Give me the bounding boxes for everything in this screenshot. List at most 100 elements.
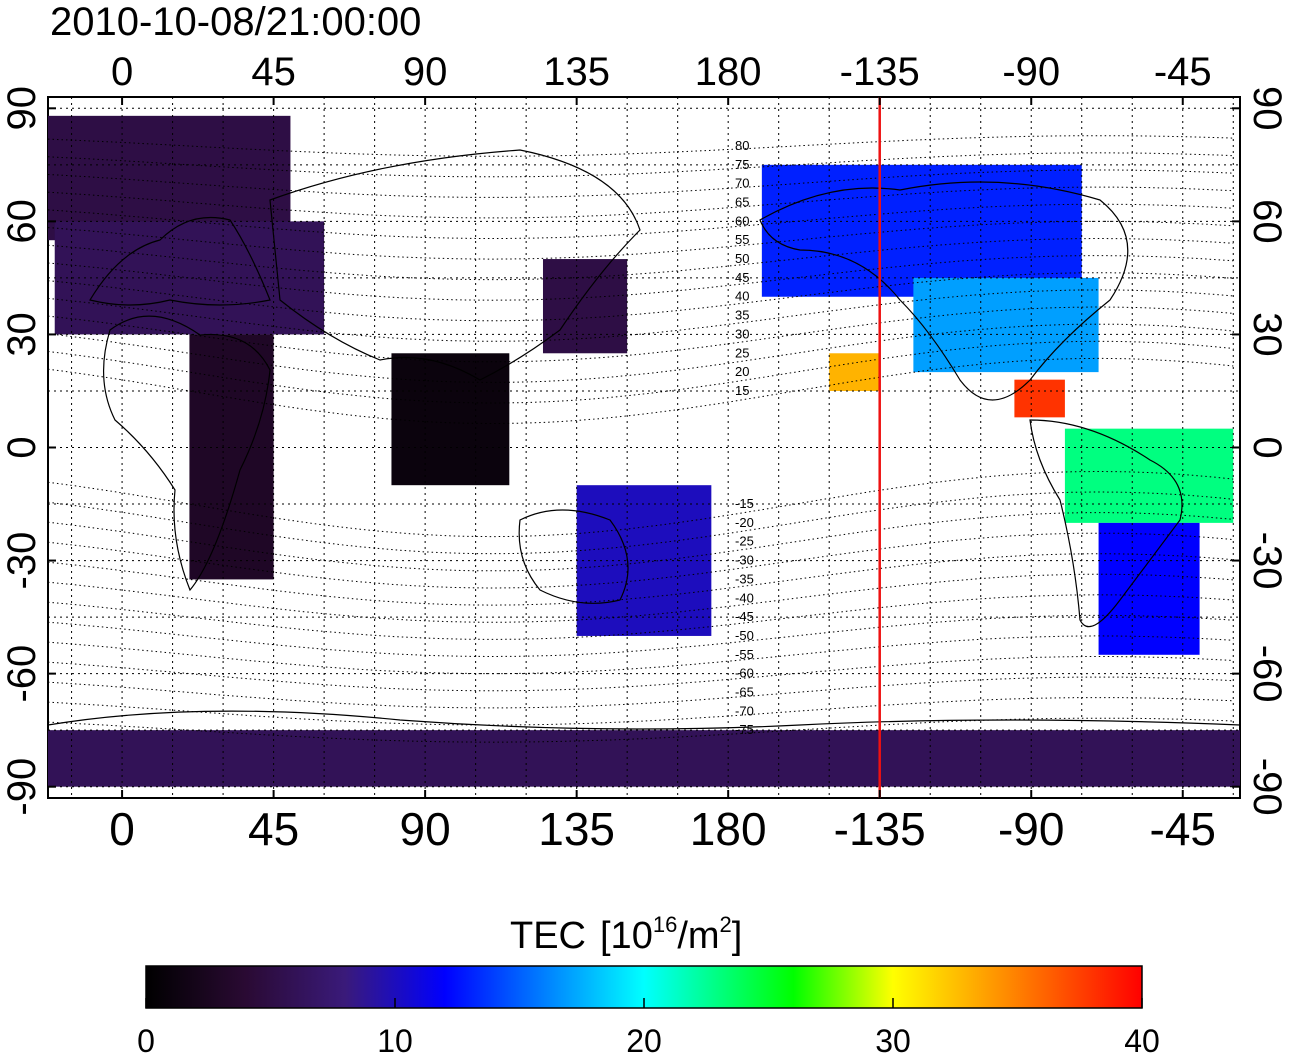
mlat-contour-label: -30 (735, 553, 754, 568)
mlat-contour (48, 470, 1234, 538)
tec-region-2 (189, 334, 274, 580)
bottom-lon-tick-label: 0 (109, 803, 135, 855)
mlat-contour-label: -35 (735, 571, 754, 586)
mlat-contour-label: 45 (735, 270, 749, 285)
tec-region-4 (542, 259, 628, 354)
mlat-contour-label: 70 (735, 176, 749, 191)
top-lon-tick-label: -45 (1154, 50, 1212, 94)
mlat-contour-label: -50 (735, 628, 754, 643)
top-lon-tick-label: -135 (840, 50, 920, 94)
right-lat-tick-label: 90 (1245, 86, 1289, 131)
mlat-contour (48, 553, 1234, 606)
right-lat-tick-label: 30 (1245, 312, 1289, 357)
mlat-contour (48, 289, 1234, 342)
timestamp-label: 2010-10-08/21:00:00 (50, 0, 421, 44)
bottom-lon-tick-label: 135 (538, 803, 615, 855)
left-latitude-axis: 90 60 30 0 -30 -60 -90 (0, 86, 44, 816)
coast-north-america (759, 181, 1129, 401)
right-lat-tick-label: -90 (1245, 758, 1289, 816)
mlat-contour (48, 491, 1234, 555)
mlat-contour-label: 80 (735, 138, 749, 153)
mlat-contour-label: -65 (735, 684, 754, 699)
grid-layer (48, 97, 1240, 798)
tec-heatmap-layer (48, 115, 1240, 787)
right-lat-tick-label: 60 (1245, 199, 1289, 244)
mlat-contour-label: -60 (735, 666, 754, 681)
mlat-contour-label: 30 (735, 326, 749, 341)
left-lat-tick-label: 30 (0, 312, 44, 357)
bottom-lon-tick-label: -45 (1150, 803, 1216, 855)
mlat-contour-label: -70 (735, 703, 754, 718)
axis-tick-marks (48, 97, 1240, 798)
colorbar-ticks: 0 10 20 30 40 (137, 998, 1160, 1057)
mlat-contour-label: 15 (735, 383, 749, 398)
right-latitude-axis: 90 60 30 0 -30 -60 -90 (1245, 86, 1289, 816)
mlat-contour-label: 35 (735, 308, 749, 323)
mlat-contour (48, 237, 1234, 281)
coastline-layer (48, 149, 1240, 730)
mlat-contour-label: -40 (735, 590, 754, 605)
left-lat-tick-label: -30 (0, 532, 44, 590)
tec-region-6 (829, 353, 880, 391)
mlat-contour (48, 357, 1234, 425)
colorbar-title: TEC [1016/m2] (510, 912, 742, 957)
bottom-lon-tick-label: -135 (834, 803, 926, 855)
right-lat-tick-label: -30 (1245, 532, 1289, 590)
mlat-contour (48, 594, 1234, 640)
colorbar-tick-label: 0 (137, 1023, 155, 1057)
mlat-contour-label: 40 (735, 289, 749, 304)
tec-region-1 (54, 221, 325, 335)
top-lon-tick-label: -90 (1002, 50, 1060, 94)
coast-antarctica (48, 710, 1240, 730)
coast-australia (518, 509, 629, 604)
mlat-contour-label: -15 (735, 496, 754, 511)
mlat-contour (48, 255, 1234, 301)
mlat-contour-label: -20 (735, 515, 754, 530)
mlat-contour (48, 203, 1234, 239)
coast-europe (89, 216, 271, 306)
mlat-contour-label: -55 (735, 647, 754, 662)
coast-south-america (1029, 419, 1183, 628)
tec-region-7 (761, 164, 1082, 297)
bottom-longitude-axis: 0 45 90 135 180 -135 -90 -45 (109, 803, 1216, 855)
colorbar-tick-label: 30 (875, 1023, 911, 1057)
mlat-contour-label: -75 (735, 722, 754, 737)
mlat-contour (48, 340, 1234, 404)
mlat-contour (48, 635, 1234, 675)
map-panel: 80 75 70 65 60 55 50 45 40 35 30 25 20 15 -15 -20 -25 -30… (47, 96, 1241, 799)
mlat-contour-layer: 80 75 70 65 60 55 50 45 40 35 30 25 20 15 -15 -20 -25 -30… (48, 135, 1234, 743)
mlat-contour-label: 60 (735, 213, 749, 228)
top-lon-tick-label: 45 (251, 50, 296, 94)
mlat-contour-label: 65 (735, 195, 749, 210)
tec-region-9 (1014, 379, 1065, 418)
tec-region-8 (913, 277, 1099, 373)
mlat-contour-label: -45 (735, 609, 754, 624)
left-lat-tick-label: -90 (0, 758, 44, 816)
mlat-contour-label: 25 (735, 345, 749, 360)
coast-africa (103, 315, 271, 592)
tec-region-12 (48, 730, 1240, 787)
mlat-contour (48, 186, 1234, 219)
right-lat-tick-label: -60 (1245, 645, 1289, 703)
colorbar-tick-label: 40 (1124, 1023, 1160, 1057)
mlat-contour (48, 614, 1234, 658)
coast-asia (269, 149, 641, 381)
mlat-contour (48, 656, 1234, 692)
top-lon-tick-label: 90 (403, 50, 448, 94)
left-lat-tick-label: 60 (0, 199, 44, 244)
right-lat-tick-label: 0 (1245, 436, 1289, 458)
colorbar-tick-label: 20 (626, 1023, 662, 1057)
mlat-contour (48, 532, 1234, 589)
bottom-lon-tick-label: 180 (690, 803, 767, 855)
left-lat-tick-label: 90 (0, 86, 44, 131)
top-longitude-axis: 0 45 90 135 180 -135 -90 -45 (111, 50, 1212, 94)
left-lat-tick-label: 0 (0, 436, 44, 458)
mlat-contour-label: 50 (735, 251, 749, 266)
colorbar-tick-label: 10 (377, 1023, 413, 1057)
tec-region-10 (1064, 428, 1234, 523)
bottom-lon-tick-label: -90 (998, 803, 1064, 855)
bottom-lon-tick-label: 90 (400, 803, 451, 855)
tec-region-11 (1098, 522, 1200, 655)
top-lon-tick-label: 135 (543, 50, 610, 94)
